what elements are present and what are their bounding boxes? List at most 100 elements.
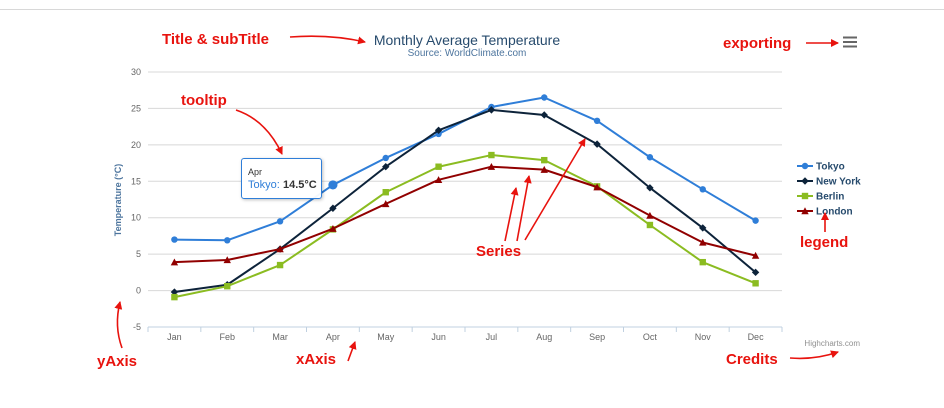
data-point-tokyo xyxy=(752,217,759,224)
series-line-berlin xyxy=(174,154,756,299)
page-top-rule xyxy=(0,9,944,10)
data-point-berlin xyxy=(541,156,548,164)
x-tick-label: Jul xyxy=(486,332,498,342)
legend-item-new-york[interactable]: New York xyxy=(797,177,861,188)
annotation-xaxis: xAxis xyxy=(296,351,336,368)
credits-link[interactable]: Highcharts.com xyxy=(804,339,860,348)
data-point-berlin xyxy=(435,163,442,170)
x-tick-label: Mar xyxy=(272,332,288,342)
data-point-tokyo xyxy=(382,154,389,162)
chart-title: Monthly Average Temperature xyxy=(374,32,560,48)
x-tick-label: Nov xyxy=(695,332,712,342)
data-point-london xyxy=(540,165,548,173)
data-point-berlin xyxy=(171,293,178,301)
data-point-tokyo xyxy=(171,236,178,243)
menu-icon xyxy=(843,36,857,48)
y-tick-label: 20 xyxy=(131,140,141,150)
data-point-berlin xyxy=(224,283,231,290)
series-new-york xyxy=(170,106,760,296)
data-point-tokyo xyxy=(699,186,706,193)
data-point-tokyo xyxy=(541,94,548,101)
data-point-berlin xyxy=(382,189,389,196)
data-point-new-york xyxy=(593,140,601,148)
legend-label: New York xyxy=(816,177,861,188)
data-point-london xyxy=(593,183,601,191)
annotation-series-arrow-3 xyxy=(524,138,586,241)
data-point-london xyxy=(382,200,390,208)
legend-label: Berlin xyxy=(816,192,844,203)
x-tick-label: Oct xyxy=(643,332,658,342)
tooltip: Apr Tokyo: 14.5°C xyxy=(241,158,322,199)
y-tick-label: 30 xyxy=(131,67,141,77)
data-point-berlin xyxy=(276,261,284,269)
data-point-tokyo xyxy=(646,154,654,161)
data-point-new-york xyxy=(751,268,760,277)
annotation-title-arrow xyxy=(289,35,366,45)
series-line-new-york xyxy=(174,108,757,294)
data-point-tokyo xyxy=(593,117,601,125)
legend: Tokyo New York Berlin London xyxy=(797,162,861,218)
annotation-series-arrow-1 xyxy=(504,187,519,242)
data-point-london xyxy=(170,258,179,266)
tooltip-value: 14.5°C xyxy=(283,179,317,191)
data-point-london xyxy=(276,245,284,253)
data-point-london xyxy=(434,176,443,184)
x-axis: Jan Feb Mar Apr May Jun Jul Aug Sep Oct Nov Dec xyxy=(147,326,783,342)
series-london xyxy=(170,163,760,266)
annotation-tooltip: tooltip xyxy=(181,92,227,109)
x-tick-label: Jun xyxy=(431,332,446,342)
y-tick-label: -5 xyxy=(133,322,141,332)
annotation-yaxis-arrow xyxy=(114,301,123,349)
y-axis-ticks: -5 0 5 10 15 20 25 30 xyxy=(131,67,141,332)
legend-symbol-marker xyxy=(801,177,809,185)
x-tick-label: Dec xyxy=(748,332,765,342)
annotation-yaxis: yAxis xyxy=(97,353,137,370)
x-tick-label: Sep xyxy=(589,332,605,342)
annotation-series: Series xyxy=(476,243,521,260)
chart-subtitle: Source: WorldClimate.com xyxy=(408,48,527,59)
series-line-london xyxy=(174,165,756,264)
legend-label: Tokyo xyxy=(816,162,845,173)
data-point-berlin xyxy=(699,258,706,266)
data-point-berlin xyxy=(752,280,759,287)
x-tick-label: Feb xyxy=(219,332,235,342)
legend-symbol-marker xyxy=(801,162,809,170)
tooltip-series-name: Tokyo: xyxy=(248,179,280,191)
legend-item-london[interactable]: London xyxy=(797,207,853,218)
data-point-new-york xyxy=(487,106,496,114)
annotation-series-arrow-2 xyxy=(516,175,532,242)
data-point-tokyo xyxy=(224,237,231,244)
legend-symbol-marker xyxy=(801,207,809,215)
data-point-berlin xyxy=(646,221,654,229)
annotation-exporting: exporting xyxy=(723,35,791,52)
legend-symbol-marker xyxy=(801,192,809,200)
data-point-london xyxy=(646,211,654,219)
y-tick-label: 10 xyxy=(131,213,141,223)
annotation-credits-arrow xyxy=(789,350,839,360)
data-point-new-york xyxy=(382,163,390,171)
data-point-new-york xyxy=(434,126,443,134)
data-point-new-york xyxy=(646,184,654,192)
series-layer xyxy=(170,94,760,301)
legend-item-tokyo[interactable]: Tokyo xyxy=(797,162,845,173)
data-point-london xyxy=(487,163,496,170)
y-axis-title: Temperature (°C) xyxy=(113,164,123,236)
x-tick-label: Apr xyxy=(326,332,340,342)
data-point-new-york xyxy=(699,224,707,232)
data-point-new-york xyxy=(540,111,548,119)
y-tick-label: 25 xyxy=(131,103,141,113)
data-point-london xyxy=(699,238,707,246)
x-tick-label: May xyxy=(377,332,395,342)
legend-item-berlin[interactable]: Berlin xyxy=(797,192,844,203)
annotation-overlay: Title & subTitle exporting tooltip Serie… xyxy=(97,31,848,370)
data-point-london xyxy=(223,256,231,264)
y-tick-label: 0 xyxy=(136,286,141,296)
data-point-berlin xyxy=(488,151,495,159)
data-point-new-york xyxy=(170,288,179,296)
data-point-london xyxy=(329,224,337,232)
exporting-menu-button[interactable] xyxy=(838,33,862,51)
annotation-legend: legend xyxy=(800,234,848,251)
annotation-credits: Credits xyxy=(726,351,778,368)
legend-label: London xyxy=(816,207,853,218)
